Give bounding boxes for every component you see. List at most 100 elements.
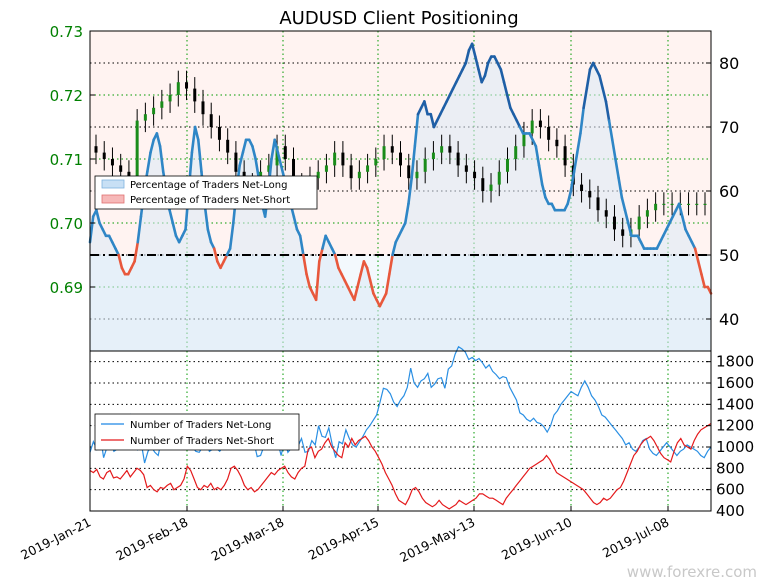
candle-up: [489, 184, 493, 191]
pct-segment: [502, 80, 509, 97]
pct-segment: [190, 125, 197, 154]
x-tick-label: 2019-Apr-15: [306, 514, 382, 562]
x-tick-label: 2019-Feb-18: [113, 514, 190, 563]
candle-down: [193, 88, 197, 102]
pct-segment: [95, 208, 101, 225]
candle-up: [366, 165, 370, 172]
pct-segment: [620, 196, 627, 212]
pct-segment: [403, 202, 410, 225]
pct-segment: [407, 176, 413, 206]
candle-up: [357, 171, 361, 179]
candle-up: [431, 152, 435, 159]
pct-segment: [585, 68, 592, 90]
pct-segment: [582, 87, 589, 110]
candle-down: [226, 139, 230, 153]
candle-down: [464, 165, 468, 172]
candle-up: [382, 146, 386, 159]
pct-segment: [391, 240, 398, 257]
candle-up: [143, 114, 147, 121]
candle-down: [588, 191, 592, 198]
candle-down: [349, 165, 353, 179]
candle-down: [580, 184, 584, 191]
x-tick-label: 2019-Jul-08: [600, 514, 671, 560]
candle-up: [695, 203, 699, 205]
percent-net-long-line: [88, 42, 713, 308]
pct-segment: [298, 234, 305, 257]
candle-down: [119, 165, 123, 172]
pct-segment: [429, 112, 436, 129]
right-tick-label: 80: [719, 54, 739, 73]
candle-down: [341, 152, 345, 166]
price-candles: [94, 70, 707, 248]
pct-segment: [241, 138, 248, 154]
bottom-tick-label: 1400: [716, 395, 754, 413]
candle-up: [168, 95, 172, 102]
pct-segment: [356, 272, 362, 289]
candle-down: [390, 146, 394, 153]
candle-down: [547, 127, 551, 140]
pct-segment: [598, 74, 605, 90]
pct-segment: [474, 55, 480, 71]
legend-label-net-long: Percentage of Traders Net-Long: [130, 180, 288, 191]
right-axis-ticks: 40 50 60 70 80: [706, 54, 739, 329]
candle-down: [127, 171, 131, 179]
x-axis-ticks: 2019-Jan-21 2019-Feb-18 2019-Mar-18 2019-Ap…: [18, 506, 671, 565]
right-tick-label: 50: [719, 246, 739, 265]
candle-down: [292, 159, 296, 185]
bottom-tick-label: 400: [716, 502, 745, 520]
pct-segment: [579, 106, 585, 135]
legend-swatch-net-short: [101, 194, 125, 204]
bottom-tick-label: 1800: [716, 353, 754, 371]
pct-segment: [696, 260, 703, 276]
pct-segment: [626, 221, 633, 238]
pct-segment: [623, 208, 630, 225]
right-tick-label: 60: [719, 182, 739, 201]
legend-label-net-short: Percentage of Traders Net-Short: [130, 195, 290, 206]
pct-segment: [610, 138, 617, 161]
pct-segment: [359, 260, 366, 276]
pct-segment: [254, 157, 261, 180]
candle-up: [152, 107, 156, 115]
pct-segment: [238, 151, 245, 167]
right-tick-label: 70: [719, 118, 739, 137]
pct-segment: [314, 260, 321, 302]
pct-segment: [353, 285, 359, 302]
pct-segment: [384, 272, 391, 295]
pct-segment: [305, 272, 312, 289]
pct-segment: [572, 151, 579, 174]
candle-down: [283, 146, 287, 159]
pct-segment: [700, 272, 706, 289]
candle-up: [275, 146, 279, 166]
candle-down: [201, 101, 205, 115]
x-tick-label: 2019-Mar-18: [209, 514, 287, 563]
candle-up: [374, 159, 378, 166]
candle-down: [596, 197, 600, 211]
candle-up: [497, 171, 501, 185]
pct-segment: [617, 176, 624, 199]
pct-segment: [477, 68, 484, 84]
candle-down: [209, 114, 213, 127]
candle-down: [612, 216, 616, 230]
legend-label-traders-long: Number of Traders Net-Long: [130, 420, 271, 431]
pct-segment: [693, 247, 700, 263]
pct-segment: [117, 253, 124, 270]
pct-segment: [212, 247, 219, 263]
pct-segment: [273, 138, 280, 154]
pct-segment: [607, 119, 614, 142]
pct-segment: [575, 132, 582, 154]
candle-down: [185, 82, 189, 89]
pct-segment: [534, 144, 541, 167]
candle-up: [415, 171, 419, 179]
candle-up: [324, 165, 328, 172]
candle-down: [94, 146, 98, 153]
x-tick-label: 2019-Jan-21: [18, 514, 93, 562]
candle-up: [135, 120, 139, 179]
candle-up: [160, 101, 164, 108]
pct-segment: [333, 253, 340, 270]
pct-segment: [368, 279, 375, 295]
candle-up: [423, 159, 427, 172]
candle-up: [670, 203, 674, 205]
candle-up: [333, 152, 337, 166]
candle-up: [662, 203, 666, 205]
candle-up: [703, 203, 707, 205]
